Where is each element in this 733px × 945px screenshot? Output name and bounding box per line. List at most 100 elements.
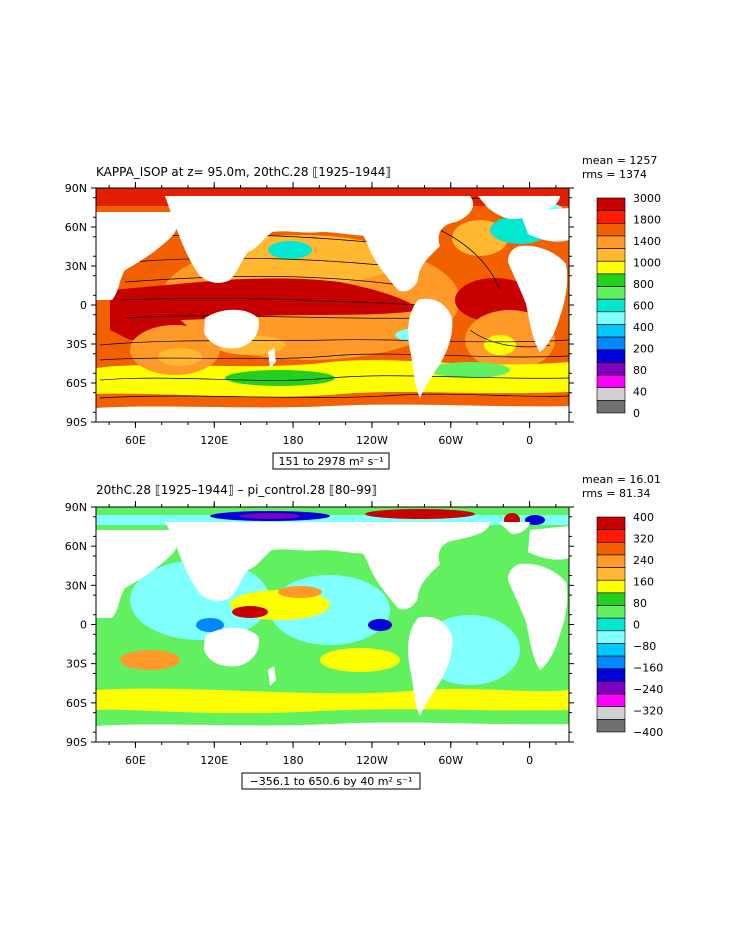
top-map-panel: KAPPA_ISOP at z= 95.0m, 20thC.28 ⟦1925–1… [65,154,661,470]
colorbar-swatch [596,605,626,619]
lat-tick-label: 60S [66,377,87,390]
bottom-map-title: 20thC.28 ⟦1925–1944⟧ – pi_control.28 ⟦80… [96,483,377,497]
bottom-map-field [96,507,569,742]
top-map-field [96,188,569,422]
colorbar-swatch [596,630,626,644]
colorbar-label: 1000 [633,257,661,270]
bottom-map-panel: 20thC.28 ⟦1925–1944⟧ – pi_control.28 ⟦80… [65,473,663,790]
lon-tick-label: 120W [356,434,388,447]
top-rms-label: rms = 1374 [582,168,647,181]
colorbar-swatch [596,516,626,530]
colorbar-label: 0 [633,619,640,632]
colorbar-label: 600 [633,300,654,313]
colorbar-label: −160 [633,662,663,675]
lon-tick-label: 60E [125,434,146,447]
lat-tick-label: 60N [65,540,87,553]
colorbar-label: 80 [633,597,647,610]
colorbar-swatch [596,655,626,670]
colorbar-label: 160 [633,576,654,589]
lat-tick-label: 30S [66,338,87,351]
bottom-land [96,522,569,742]
colorbar-swatch [596,706,626,720]
bottom-range-box [241,772,421,790]
colorbar-swatch [596,554,626,568]
colorbar-label: 320 [633,533,654,546]
colorbar-swatch [596,681,626,695]
colorbar-swatch [596,349,626,363]
colorbar-label: 80 [633,364,647,377]
colorbar-swatch [596,311,626,325]
colorbar-swatch [596,324,626,338]
colorbar-swatch [596,541,626,556]
colorbar-swatch [596,400,626,414]
lon-tick-label: 180 [283,434,304,447]
colorbar-swatch [596,286,626,300]
lon-tick-label: 120E [200,754,228,767]
colorbar-swatch [596,387,626,401]
lon-tick-label: 60W [438,754,463,767]
colorbar-swatch [596,362,626,376]
colorbar-label: 1400 [633,235,661,248]
colorbar-swatch [596,693,626,708]
colorbar-swatch [596,260,626,275]
colorbar-label: 40 [633,386,647,399]
bottom-rms-label: rms = 81.34 [582,487,650,500]
colorbar-swatch [596,197,626,211]
top-range-box [272,452,390,470]
colorbar-swatch [596,643,626,657]
bottom-latitude-axis: 90N 60N 30N 0 30S 60S 90S [65,501,574,749]
colorbar-swatch [596,336,626,351]
bottom-colorbar: 400 320 240 160 80 0 −80 −160 −240 −320 −400 [596,511,663,739]
colorbar-swatch [596,374,626,389]
top-map-title: KAPPA_ISOP at z= 95.0m, 20thC.28 ⟦1925–1… [96,165,391,179]
bottom-longitude-axis: 60E 120E 180 120W 60W 0 [108,501,557,767]
colorbar-swatch [596,529,626,543]
lon-tick-label: 120W [356,754,388,767]
colorbar-swatch [596,617,626,632]
lon-tick-label: 180 [283,754,304,767]
colorbar-swatch [596,668,626,682]
colorbar-swatch [596,298,626,313]
lat-tick-label: 0 [80,299,87,312]
lat-tick-label: 90S [66,736,87,749]
colorbar-swatch [596,222,626,237]
lon-tick-label: 60E [125,754,146,767]
colorbar-label: 400 [633,511,654,524]
colorbar-swatch [596,567,626,581]
colorbar-label: −80 [633,640,656,653]
top-longitude-axis: 60E 120E 180 120W 60W 0 [108,182,557,447]
lat-tick-label: 30N [65,579,87,592]
colorbar-label: 3000 [633,192,661,205]
lon-tick-label: 0 [526,754,533,767]
colorbar-swatch [596,235,626,249]
top-range-label: 151 to 2978 m² s⁻¹ [278,455,383,468]
lat-tick-label: 90N [65,501,87,514]
top-mean-label: mean = 1257 [582,154,657,167]
lat-tick-label: 0 [80,619,87,632]
colorbar-label: −320 [633,705,663,718]
colorbar-label: 240 [633,554,654,567]
top-land [96,196,569,422]
lon-tick-label: 60W [438,434,463,447]
colorbar-label: 400 [633,321,654,334]
colorbar-swatch [596,273,626,287]
lat-tick-label: 30S [66,658,87,671]
top-latitude-axis: 90N 60N 30N 0 30S 60S 90S [65,182,574,429]
colorbar-swatch [596,719,626,733]
bottom-mean-label: mean = 16.01 [582,473,661,486]
colorbar-swatch [596,579,626,594]
bottom-range-label: −356.1 to 650.6 by 40 m² s⁻¹ [250,775,413,788]
colorbar-label: −400 [633,726,663,739]
lat-tick-label: 90N [65,182,87,195]
colorbar-label: 1800 [633,214,661,227]
lat-tick-label: 60N [65,221,87,234]
lon-tick-label: 120E [200,434,228,447]
colorbar-label: −240 [633,683,663,696]
lon-tick-label: 0 [526,434,533,447]
lat-tick-label: 90S [66,416,87,429]
colorbar-label: 200 [633,343,654,356]
colorbar-swatch [596,592,626,606]
colorbar-label: 800 [633,278,654,291]
